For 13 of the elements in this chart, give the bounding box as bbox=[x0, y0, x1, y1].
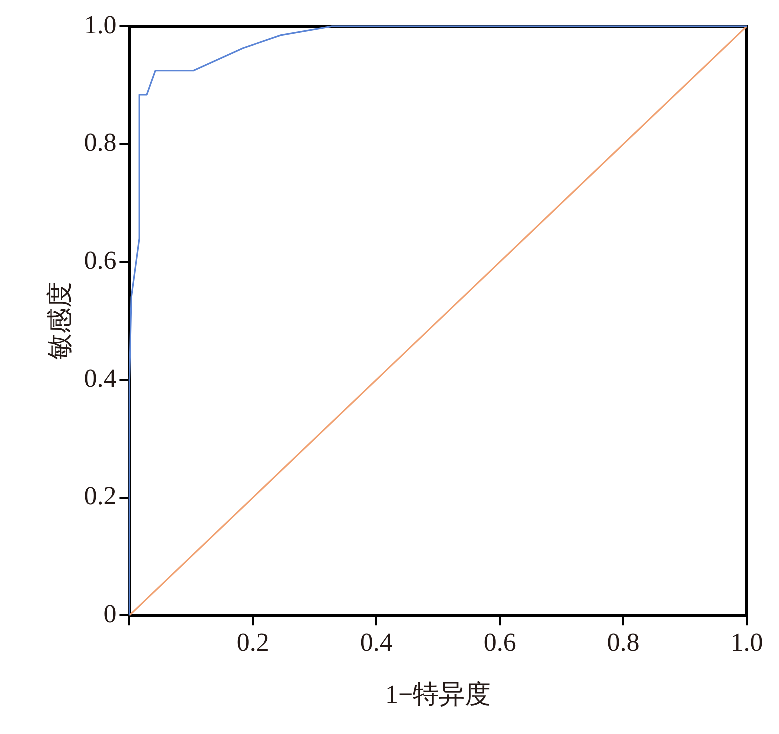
x-tick-label: 0.6 bbox=[484, 628, 516, 658]
y-tick-label: 0.2 bbox=[84, 482, 117, 511]
y-tick-label: 1.0 bbox=[84, 10, 117, 40]
x-tick-label: 0.4 bbox=[360, 628, 393, 658]
y-tick-label: 0 bbox=[104, 599, 117, 628]
x-tick-label: 0.8 bbox=[607, 628, 640, 658]
x-tick-label: 0.2 bbox=[236, 628, 270, 658]
y-axis-title: 敏感度 bbox=[45, 282, 74, 360]
x-axis-title: 1−特异度 bbox=[386, 680, 492, 710]
y-tick-label: 0.8 bbox=[84, 128, 117, 158]
y-tick-label: 0.6 bbox=[84, 246, 117, 276]
y-tick-label: 0.4 bbox=[84, 364, 117, 393]
x-tick-label: 1.0 bbox=[730, 628, 764, 658]
